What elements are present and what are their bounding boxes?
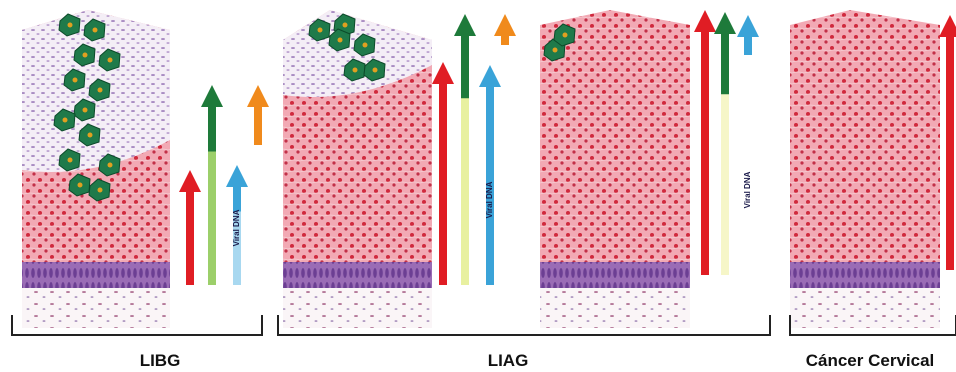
- nucleus: [78, 183, 83, 188]
- nucleus: [98, 88, 103, 93]
- arrow: [939, 15, 956, 270]
- nucleus: [338, 38, 343, 43]
- nucleus: [363, 43, 368, 48]
- arrow-fade: [721, 94, 729, 275]
- stroma: [790, 288, 940, 328]
- arrow-label: Viral DNA: [743, 171, 752, 208]
- arrow-label: Viral DNA: [485, 181, 494, 218]
- nucleus: [318, 28, 323, 33]
- nucleus: [343, 23, 348, 28]
- basal-layer: [22, 262, 170, 288]
- arrow: [479, 65, 501, 285]
- arrow: [179, 170, 201, 285]
- nucleus: [83, 108, 88, 113]
- stroma: [283, 288, 432, 328]
- basal-layer: [283, 262, 432, 288]
- stroma: [540, 288, 690, 328]
- stage-label: LIBG: [140, 351, 181, 370]
- nucleus: [83, 53, 88, 58]
- nucleus: [88, 133, 93, 138]
- nucleus: [563, 33, 568, 38]
- nucleus: [373, 68, 378, 73]
- diagram: LIBG LIAG Cáncer Cervical Viral DNA Vira…: [0, 0, 956, 372]
- epithelium: [790, 10, 940, 262]
- nucleus: [68, 23, 73, 28]
- basal-layer: [790, 262, 940, 288]
- arrow: [494, 14, 516, 45]
- arrow: [737, 15, 759, 55]
- arrow-fade: [461, 98, 469, 285]
- nucleus: [63, 118, 68, 123]
- stage-label: LIAG: [488, 351, 529, 370]
- arrow: [247, 85, 269, 145]
- nucleus: [108, 58, 113, 63]
- basal-layer: [540, 262, 690, 288]
- nucleus: [553, 48, 558, 53]
- nucleus: [73, 78, 78, 83]
- arrow: [694, 10, 716, 275]
- tissue-layout: [12, 10, 956, 335]
- nucleus: [108, 163, 113, 168]
- stroma: [22, 288, 170, 328]
- arrow-fade: [208, 152, 216, 286]
- nucleus: [353, 68, 358, 73]
- nucleus: [93, 28, 98, 33]
- nucleus: [68, 158, 73, 163]
- stage-label: Cáncer Cervical: [806, 351, 935, 370]
- arrow-label: Viral DNA: [232, 209, 241, 246]
- arrow: [432, 62, 454, 285]
- nucleus: [98, 188, 103, 193]
